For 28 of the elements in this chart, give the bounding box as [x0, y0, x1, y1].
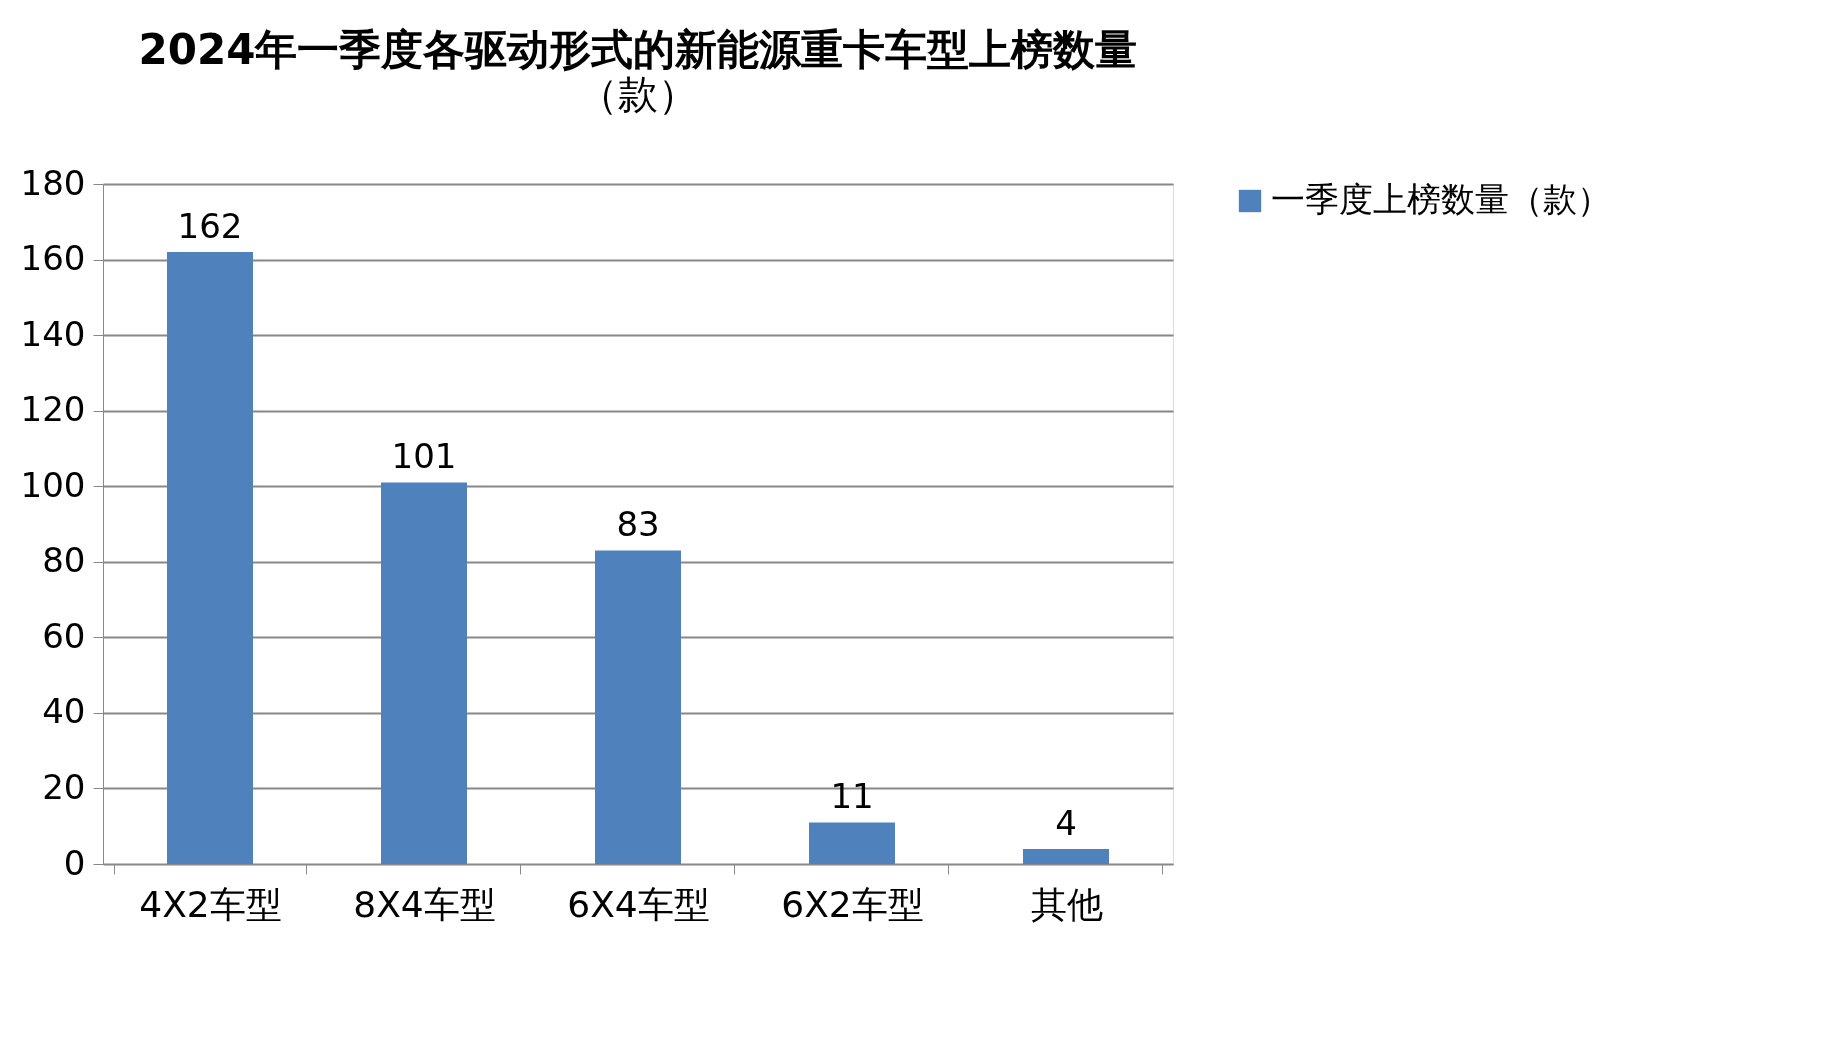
data-label: 4	[1055, 802, 1077, 843]
y-tick-label: 100	[20, 464, 86, 505]
bar	[167, 252, 253, 864]
bar	[381, 482, 467, 864]
bar	[1023, 848, 1109, 864]
x-tick-label: 8X4车型	[353, 883, 496, 925]
y-tick-label: 60	[42, 615, 86, 656]
y-tick-label: 80	[42, 540, 86, 581]
y-tick-label: 140	[20, 313, 86, 354]
x-tick-label: 6X4车型	[567, 883, 710, 925]
data-label: 83	[616, 504, 660, 545]
legend-label: 一季度上榜数量（款）	[1271, 179, 1611, 219]
bar	[809, 822, 895, 864]
x-tick-label: 6X2车型	[781, 883, 924, 925]
chart-subtitle: （款）	[578, 71, 698, 117]
y-tick-label: 20	[42, 766, 86, 807]
y-tick-label: 160	[20, 238, 86, 279]
y-tick-label: 180	[20, 162, 86, 203]
data-label: 101	[391, 436, 457, 477]
y-tick-label: 0	[63, 842, 86, 883]
x-tick-label: 4X2车型	[139, 883, 282, 925]
data-label: 162	[177, 206, 243, 246]
y-tick-label: 40	[42, 691, 86, 732]
data-label: 11	[830, 776, 874, 817]
chart-title: 2024年一季度各驱动形式的新能源重卡车型上榜数量	[138, 25, 1138, 74]
x-tick-label: 其他	[1030, 883, 1103, 925]
bar	[595, 550, 681, 864]
y-tick-label: 120	[20, 389, 86, 430]
